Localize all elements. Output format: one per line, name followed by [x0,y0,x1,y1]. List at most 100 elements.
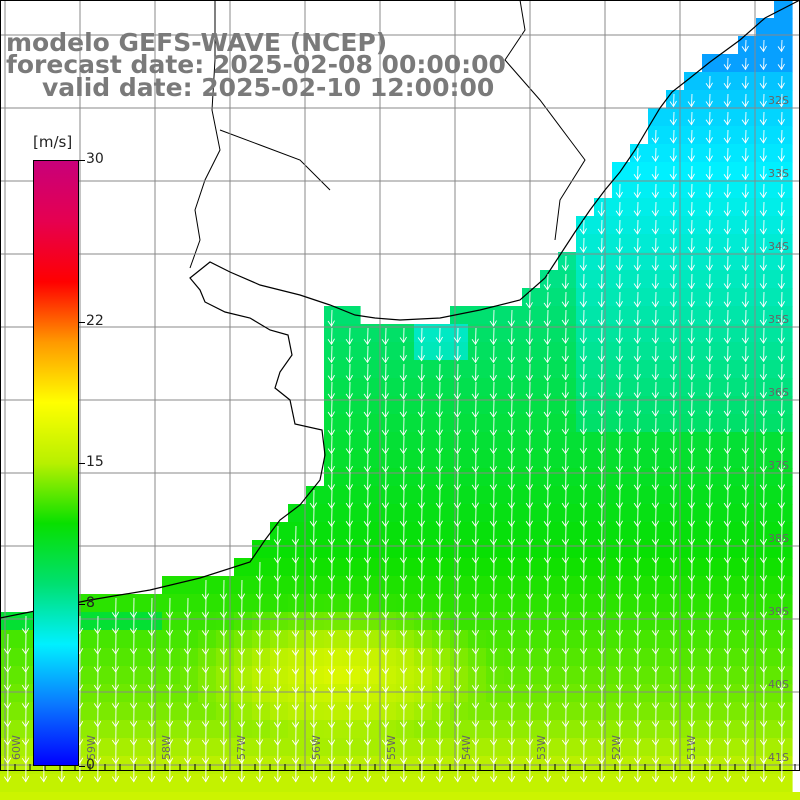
wind-arrow [75,759,84,783]
wind-arrow [255,759,264,783]
wind-speed-cell [756,702,775,721]
wind-speed-cell [90,684,109,703]
wind-speed-cell [378,324,397,343]
wind-speed-cell [684,468,703,487]
wind-speed-cell [720,90,739,109]
wind-speed-cell [162,702,181,721]
wind-speed-cell [738,720,757,739]
wind-speed-cell [522,342,541,361]
wind-arrow [579,237,587,253]
wind-speed-cell [738,306,757,325]
wind-speed-cell [738,216,757,235]
wind-speed-cell [450,432,469,451]
wind-arrow [741,453,749,473]
wind-speed-cell [756,18,775,37]
wind-arrow [633,345,641,363]
wind-arrow [489,327,497,346]
wind-speed-cell [666,720,685,739]
wind-speed-cell [684,72,703,91]
wind-speed-cell [324,486,343,505]
wind-speed-cell [684,306,703,325]
wind-speed-cell [414,738,433,757]
wind-speed-cell [738,486,757,505]
wind-speed-cell [720,360,739,379]
wind-arrow [381,471,389,491]
wind-speed-cell [486,324,505,343]
wind-speed-cell [324,738,343,757]
wind-speed-cell [612,486,631,505]
wind-arrow [759,75,767,90]
wind-speed-cell [486,576,505,595]
wind-speed-cell [756,378,775,397]
wind-speed-cell [594,396,613,415]
wind-speed-cell [594,540,613,559]
wind-speed-cell [720,738,739,757]
wind-speed-cell [594,360,613,379]
wind-speed-cell [540,378,559,397]
wind-speed-cell [486,792,505,800]
wind-arrow [723,309,731,326]
wind-arrow [471,327,479,346]
wind-speed-cell [162,684,181,703]
wind-arrow [561,345,569,363]
wind-speed-cell [612,558,631,577]
wind-speed-cell [486,594,505,613]
wind-arrow [723,255,731,272]
wind-arrow [597,201,605,217]
wind-speed-cell [720,54,739,73]
wind-speed-cell [414,432,433,451]
wind-arrow [633,309,641,326]
wind-arrow [777,291,785,308]
wind-arrow [687,435,695,455]
wind-arrow [327,363,335,382]
wind-speed-cell [108,720,127,739]
wind-arrow [669,471,677,491]
wind-speed-cell [666,522,685,541]
wind-arrow [723,75,731,90]
coastline-path [0,0,800,619]
wind-speed-cell [558,558,577,577]
wind-speed-cell [576,720,595,739]
wind-speed-cell [774,684,793,703]
wind-speed-cell [396,378,415,397]
wind-speed-cell [270,702,289,721]
wind-speed-cell [774,540,793,559]
wind-speed-cell [540,396,559,415]
wind-arrow [705,201,713,217]
wind-arrow [759,39,767,53]
wind-speed-cell [594,324,613,343]
country-border [504,0,586,241]
wind-speed-cell [468,612,487,631]
wind-speed-cell [720,702,739,721]
wind-speed-cell [594,648,613,667]
wind-speed-cell [288,576,307,595]
wind-speed-cell [144,720,163,739]
wind-speed-cell [342,612,361,631]
wind-arrow [345,417,353,437]
wind-speed-cell [504,612,523,631]
wind-arrow [435,381,443,400]
wind-speed-cell [504,666,523,685]
wind-speed-cell [630,378,649,397]
wind-arrow [723,93,731,108]
wind-speed-cell [504,540,523,559]
wind-speed-cell [360,648,379,667]
wind-arrow [759,201,767,217]
wind-speed-cell [630,486,649,505]
wind-speed-cell [540,630,559,649]
longitude-label: 58W [160,735,173,760]
wind-speed-cell [360,522,379,541]
wind-speed-cell [342,558,361,577]
wind-speed-cell [414,630,433,649]
wind-arrow [345,435,353,455]
wind-arrow [615,273,623,290]
wind-speed-cell [414,576,433,595]
wind-arrow [453,345,461,362]
wind-speed-cell [450,504,469,523]
wind-speed-cell [612,342,631,361]
wind-speed-cell [720,684,739,703]
wind-speed-cell [558,720,577,739]
wind-arrow [759,381,767,399]
wind-speed-cell [306,792,325,800]
wind-arrow [777,57,785,71]
